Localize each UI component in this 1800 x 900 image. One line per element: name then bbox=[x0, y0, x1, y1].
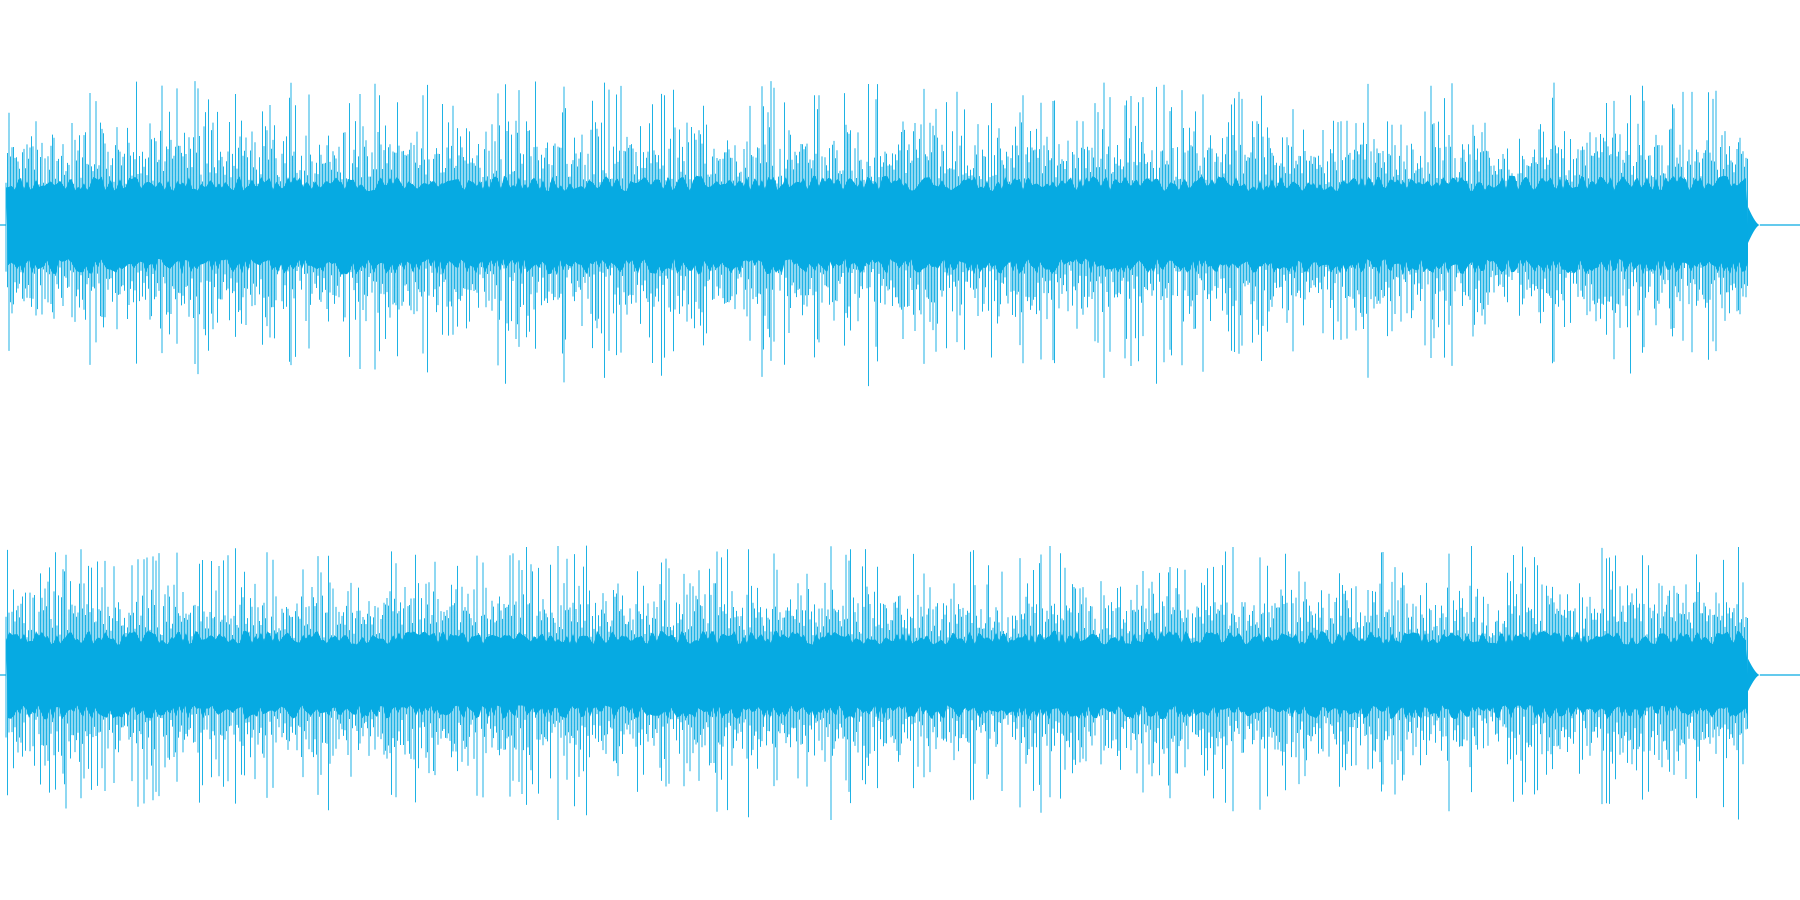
channel-1-tail bbox=[1748, 207, 1760, 243]
waveform-channel-1 bbox=[0, 60, 1800, 390]
channel-1-samples bbox=[5, 81, 1748, 387]
channel-2-tail bbox=[1748, 658, 1760, 692]
waveform-channel-2 bbox=[0, 520, 1800, 820]
waveform-channel-1-graphic bbox=[0, 81, 1800, 387]
waveform-channel-2-graphic bbox=[0, 545, 1800, 820]
channel-2-samples bbox=[5, 545, 1748, 820]
